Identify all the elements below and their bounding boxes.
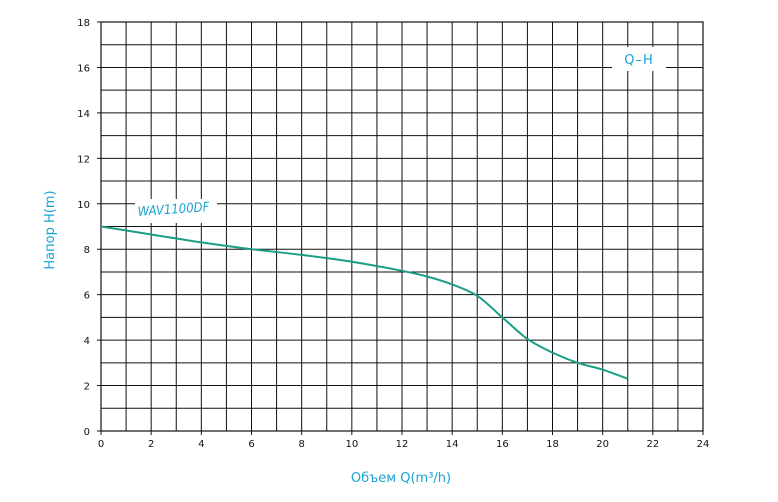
y-axis-title: Напор H(m) bbox=[43, 190, 58, 269]
x-tick-label: 10 bbox=[345, 439, 358, 450]
chart-series bbox=[100, 225, 629, 380]
series-label-box bbox=[135, 199, 217, 223]
series-label-text: WAV1100DF bbox=[137, 200, 210, 220]
legend-label: Q–H bbox=[624, 53, 654, 68]
x-tick-label: 22 bbox=[646, 439, 659, 450]
y-tick-label: 10 bbox=[77, 200, 90, 211]
y-tick-label: 12 bbox=[77, 154, 90, 165]
x-tick-label: 0 bbox=[98, 439, 104, 450]
y-tick-label: 8 bbox=[84, 245, 90, 256]
chart-grid bbox=[100, 21, 704, 432]
series-line bbox=[100, 225, 629, 380]
legend: Q–H bbox=[612, 47, 666, 71]
x-axis-title: Объем Q(m³/h) bbox=[351, 471, 451, 486]
y-tick-label: 14 bbox=[77, 109, 90, 120]
x-tick-label: 6 bbox=[248, 439, 254, 450]
x-tick-label: 8 bbox=[298, 439, 304, 450]
x-tick-label: 2 bbox=[148, 439, 154, 450]
series-label: WAV1100DF bbox=[135, 199, 217, 223]
y-tick-label: 6 bbox=[84, 291, 90, 302]
y-tick-label: 4 bbox=[84, 336, 90, 347]
x-tick-label: 16 bbox=[496, 439, 509, 450]
x-tick-label: 14 bbox=[446, 439, 459, 450]
x-tick-label: 18 bbox=[546, 439, 559, 450]
x-tick-label: 20 bbox=[596, 439, 609, 450]
legend-box bbox=[612, 47, 666, 71]
x-tick-label: 12 bbox=[396, 439, 409, 450]
x-tick-label: 4 bbox=[198, 439, 204, 450]
x-tick-label: 24 bbox=[697, 439, 710, 450]
y-tick-label: 2 bbox=[84, 382, 90, 393]
y-tick-label: 16 bbox=[77, 63, 90, 74]
y-tick-label: 0 bbox=[84, 427, 90, 438]
y-tick-label: 18 bbox=[77, 18, 90, 29]
